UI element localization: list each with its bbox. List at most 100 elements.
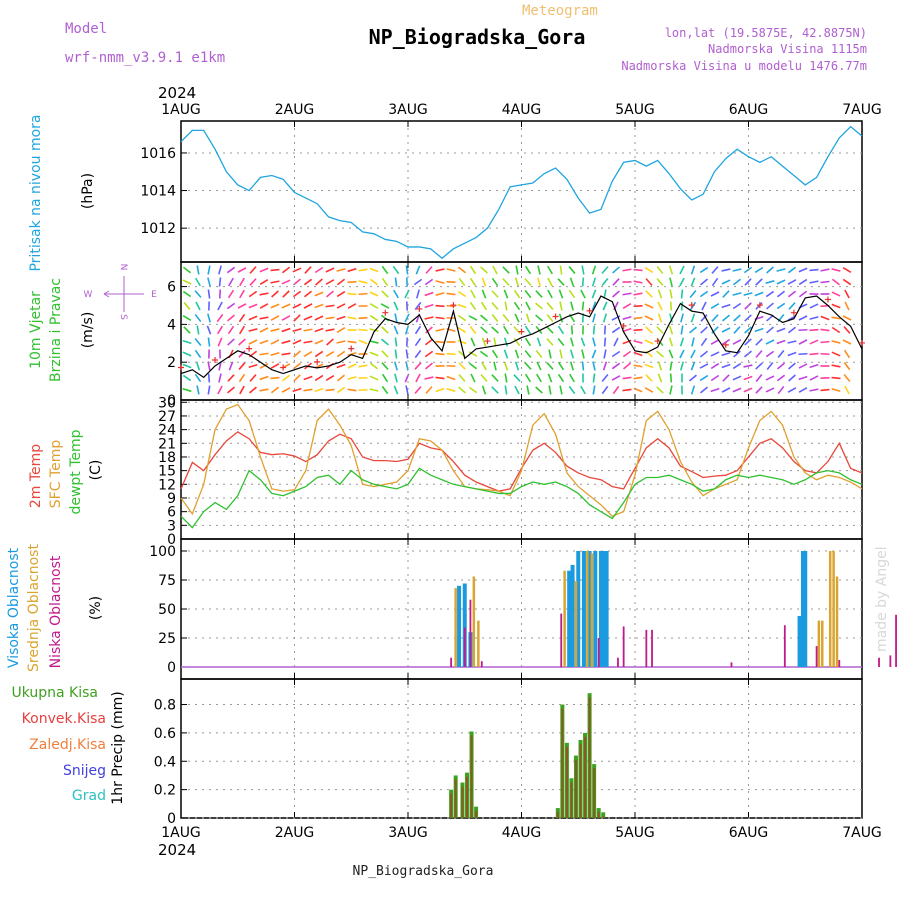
wind-gust-marker — [246, 346, 252, 352]
wind-arrow — [227, 267, 234, 272]
temperature-axis-y-tick-label: 9 — [167, 491, 176, 507]
wind-arrow — [315, 376, 323, 381]
wind-arrow — [326, 305, 335, 306]
wind-arrow — [250, 279, 256, 286]
wind-arrow — [359, 318, 368, 319]
wind-arrow — [447, 269, 456, 271]
mid-cloud-side-label: Srednja Oblacnost — [26, 544, 42, 672]
x-tick-label-top: 6AUG — [729, 102, 769, 118]
wind-arrow — [217, 314, 222, 321]
temperature-axis-y-tick-label: 3 — [167, 518, 176, 534]
wind-arrow — [788, 352, 796, 355]
wind-arrow — [481, 375, 487, 382]
wind-arrow — [701, 338, 706, 345]
wind-arrow — [260, 293, 269, 295]
wind-arrow — [492, 327, 499, 333]
footer-station: NP_Biogradska_Gora — [353, 864, 494, 879]
wind-arrow — [700, 291, 707, 296]
wind-arrow — [766, 351, 773, 356]
wind-arrow — [304, 304, 312, 308]
wind-arrow — [415, 338, 420, 345]
wind-arrow — [810, 340, 818, 344]
wind-arrow — [197, 326, 198, 335]
wind-arrow — [197, 266, 199, 275]
wind-arrow — [845, 290, 849, 298]
wind-arrow — [393, 266, 398, 273]
wind-arrow — [766, 281, 775, 283]
wind-arrow — [527, 386, 529, 395]
wind-arrow — [844, 375, 850, 382]
model-label: Model — [65, 21, 107, 37]
precip-conv-bar — [561, 709, 563, 818]
wind-arrow — [406, 362, 408, 371]
wind-arrow — [547, 363, 553, 370]
wind-arrow — [788, 388, 796, 392]
precip-conv-bar — [584, 737, 586, 818]
wind-arrow — [406, 350, 407, 359]
wind-arrow — [271, 316, 279, 320]
wind-arrow — [370, 352, 378, 355]
x-tick-label-bottom: 6AUG — [729, 825, 769, 841]
wind-arrow — [593, 362, 595, 371]
wind-arrow — [712, 315, 718, 322]
wind-arrow — [315, 316, 323, 320]
high-cloud-bar — [457, 586, 461, 667]
wind-arrow — [700, 376, 708, 381]
wind-arrow — [777, 269, 786, 271]
wind-arrow — [382, 363, 388, 370]
x-tick-label-top: 3AUG — [388, 102, 428, 118]
wind-axis-y-tick-label: 6 — [167, 280, 176, 296]
precip-axis-y-tick-label: 0.6 — [154, 726, 176, 742]
wind-arrow — [612, 327, 619, 332]
wind-arrow — [778, 363, 785, 369]
wind-arrow — [799, 388, 807, 392]
precip-conv-bar — [593, 768, 595, 818]
wind-arrow — [208, 278, 210, 287]
wind-arrow — [228, 315, 235, 321]
low-cloud-bar — [470, 600, 472, 667]
wind-arrow — [799, 268, 807, 271]
wind-arrow — [493, 350, 498, 358]
wind-arrow — [195, 339, 201, 346]
precip-axis-y-tick-label: 0 — [167, 811, 176, 827]
wind-arrow — [756, 351, 762, 358]
wind-arrow — [315, 305, 323, 308]
wind-arrow — [436, 377, 445, 378]
wind-arrow — [394, 290, 398, 298]
wind-arrow — [634, 365, 643, 367]
wind-arrow — [326, 352, 334, 357]
wind-arrow — [645, 365, 654, 368]
wind-arrow — [458, 304, 466, 307]
wind-arrow — [271, 304, 279, 307]
wind-arrow — [682, 302, 683, 311]
wind-arrow — [670, 266, 673, 275]
wind-arrow — [238, 304, 246, 308]
wind-arrow — [359, 269, 368, 270]
wind-arrow — [395, 350, 396, 359]
precip-legend-label: Konvek.Kisa — [22, 711, 106, 727]
wind-arrow — [646, 375, 652, 381]
wind-arrow — [459, 375, 465, 382]
wind-arrow — [744, 376, 752, 379]
wind-arrow — [799, 316, 807, 320]
cloud-axis-y-tick-label: 25 — [158, 631, 176, 647]
wind-arrow — [249, 340, 257, 344]
wind-arrow — [407, 338, 408, 347]
wind-arrow — [645, 340, 653, 344]
wind-arrow — [645, 268, 653, 273]
wind-arrow — [282, 329, 291, 332]
precip-conv-bar — [455, 779, 457, 818]
cloud-unit-label: (%) — [88, 596, 104, 620]
wind-arrow — [832, 304, 840, 307]
wind-arrow — [810, 270, 819, 271]
wind-arrow — [359, 365, 368, 366]
wind-arrow — [525, 350, 531, 357]
wind-arrow — [208, 386, 209, 395]
wind-arrow — [447, 389, 456, 392]
wind-arrow — [425, 317, 434, 319]
wind-arrow — [681, 338, 684, 347]
wind-arrow — [337, 292, 345, 297]
wind-arrow — [271, 364, 279, 368]
wind-arrow — [196, 302, 200, 310]
wind-arrow — [799, 364, 807, 368]
